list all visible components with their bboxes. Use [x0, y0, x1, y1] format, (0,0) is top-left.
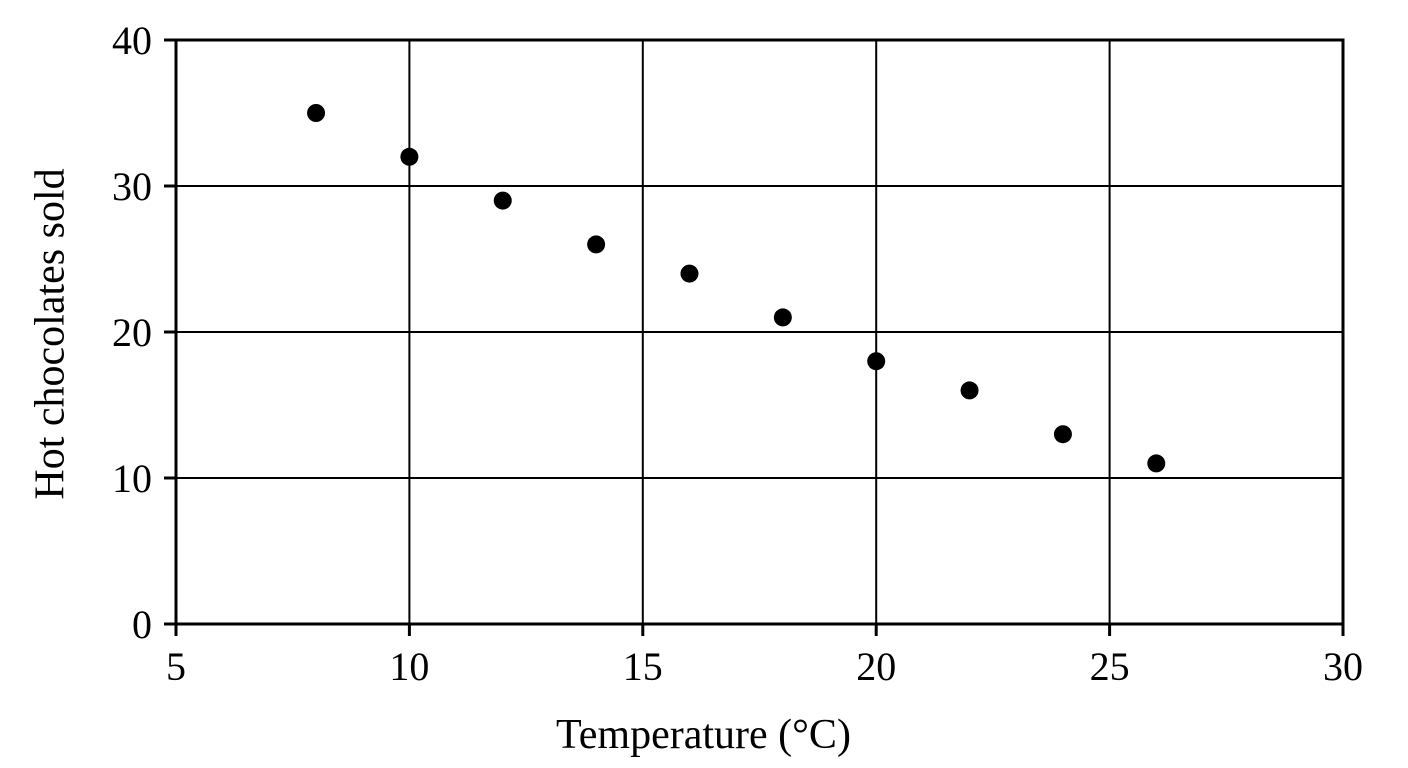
y-tick-label-1: 10	[112, 456, 152, 501]
data-point-0	[307, 104, 326, 122]
x-tick-label-5: 30	[1323, 644, 1363, 689]
x-tick-label-0: 5	[166, 644, 186, 689]
x-tick-label-3: 20	[856, 644, 896, 689]
data-point-2	[493, 191, 512, 210]
x-axis-title: Temperature (°C)	[556, 712, 851, 758]
x-tick-labels: 5 10 15 20 25 30	[166, 644, 1363, 689]
y-tick-label-4: 40	[112, 18, 152, 63]
data-point-3	[587, 235, 606, 254]
data-point-7	[960, 381, 979, 400]
data-point-5	[773, 308, 792, 327]
y-axis-title: Hot chocolates sold	[28, 168, 74, 499]
y-tick-label-0: 0	[132, 602, 152, 647]
data-point-8	[1053, 425, 1072, 444]
axes	[164, 38, 1345, 636]
data-point-4	[680, 264, 699, 283]
data-point-9	[1147, 454, 1166, 473]
x-tick-label-2: 15	[623, 644, 663, 689]
data-point-1	[400, 147, 419, 166]
grid-lines	[176, 40, 1343, 624]
data-points	[307, 104, 1166, 473]
data-point-6	[867, 352, 886, 371]
y-tick-label-3: 30	[112, 164, 152, 209]
y-tick-labels: 0 10 20 30 40	[112, 18, 152, 647]
x-tick-label-4: 25	[1090, 644, 1130, 689]
x-tick-label-1: 10	[389, 644, 429, 689]
y-tick-label-2: 20	[112, 310, 152, 355]
